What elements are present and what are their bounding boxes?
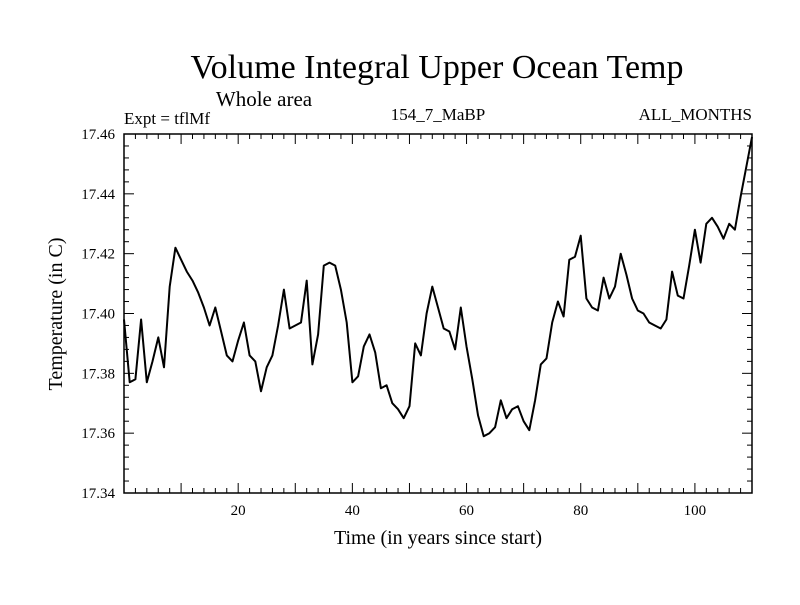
y-tick-label: 17.36	[81, 426, 115, 442]
y-tick-label: 17.38	[81, 366, 115, 382]
months-label: ALL_MONTHS	[639, 105, 752, 124]
y-tick-label: 17.42	[81, 247, 115, 263]
experiment-label: Expt = tflMf	[124, 109, 210, 128]
x-tick-label: 40	[345, 503, 360, 519]
chart-subtitle: Whole area	[216, 87, 313, 111]
x-tick-label: 20	[231, 503, 246, 519]
plot-frame	[123, 133, 753, 494]
run-label: 154_7_MaBP	[391, 105, 485, 124]
y-tick-label: 17.34	[81, 486, 115, 502]
y-tick-label: 17.46	[81, 127, 115, 143]
series-layer	[123, 136, 753, 438]
x-tick-label: 80	[573, 503, 588, 519]
x-axis-ticks: 20 40 60 80 100	[134, 134, 742, 519]
x-axis-label: Time (in years since start)	[334, 527, 542, 549]
y-tick-label: 17.44	[81, 187, 115, 203]
x-tick-label: 100	[684, 503, 707, 519]
chart-title: Volume Integral Upper Ocean Temp	[191, 49, 684, 86]
y-tick-label: 17.40	[81, 307, 115, 323]
y-axis-label: Temperature (in C)	[45, 238, 67, 391]
x-tick-label: 60	[459, 503, 474, 519]
series-line-0	[123, 136, 753, 438]
y-axis-ticks: 17.34 17.36 17.38 17.40 17.42 17.44 17.46	[81, 127, 752, 502]
